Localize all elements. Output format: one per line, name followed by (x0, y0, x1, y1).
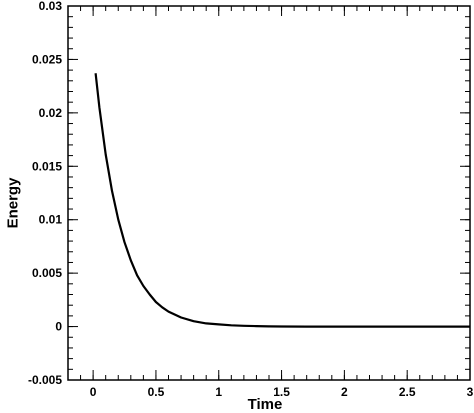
x-tick-label: 1 (215, 385, 222, 399)
y-tick-label: -0.005 (28, 373, 62, 387)
x-tick-label: 2.5 (399, 385, 416, 399)
y-tick-label: 0.01 (39, 213, 63, 227)
x-tick-label: 1.5 (273, 385, 290, 399)
x-axis-label: Time (248, 396, 283, 413)
y-tick-label: 0.03 (39, 0, 63, 13)
y-tick-label: 0 (55, 320, 62, 334)
x-tick-label: 0 (90, 385, 97, 399)
ticks-layer (67, 5, 471, 381)
y-tick-label: 0.025 (32, 52, 62, 66)
y-tick-label: 0.015 (32, 159, 62, 173)
x-tick-label: 2 (341, 385, 348, 399)
plot-frame (67, 5, 471, 381)
series-line-0 (94, 73, 470, 328)
y-tick-label: 0.02 (39, 106, 63, 120)
x-tick-label: 3 (467, 385, 474, 399)
tick-labels-layer: 0 0.5 1 1.5 2 2.5 3 -0.005 0 0.005 0.01 0.015 0.02 0.… (28, 0, 474, 399)
y-tick-label: 0.005 (32, 266, 62, 280)
y-axis-label: Energy (4, 177, 21, 229)
x-tick-label: 0.5 (148, 385, 165, 399)
series-layer (94, 73, 470, 328)
